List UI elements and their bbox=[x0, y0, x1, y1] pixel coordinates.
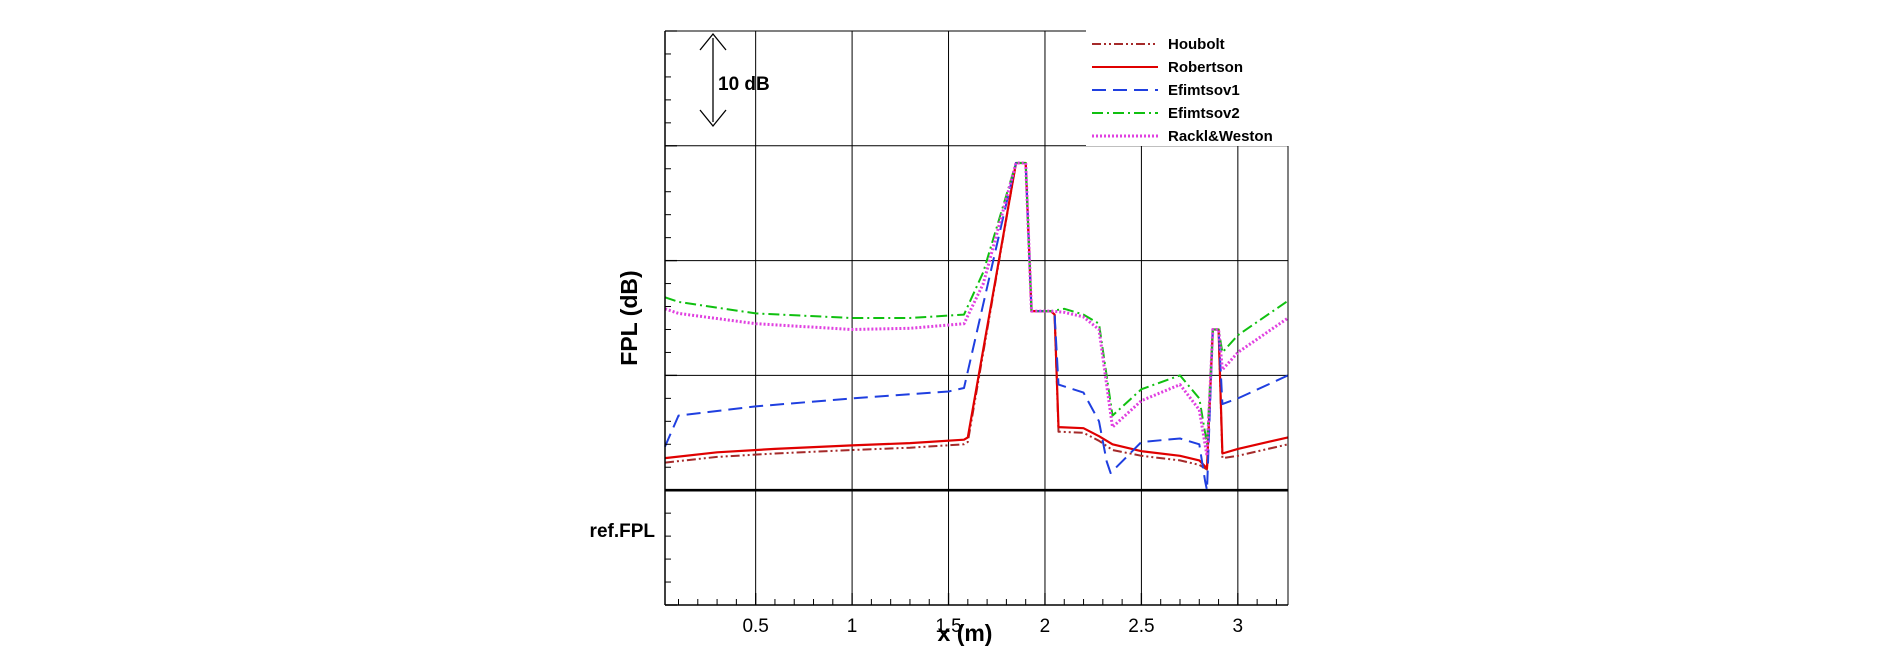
legend: Houbolt Robertson Efimtsov1 Efimtsov2 Rackl&… bbox=[1086, 26, 1346, 146]
x-tick-label: 3 bbox=[1233, 616, 1244, 637]
x-tick-label: 2 bbox=[1040, 616, 1051, 637]
legend-label: Efimtsov2 bbox=[1168, 105, 1240, 122]
scale-bar: 10 dB bbox=[699, 32, 770, 128]
series-line bbox=[664, 161, 1289, 458]
series-line bbox=[664, 162, 1289, 446]
reference-label: ref.FPL bbox=[590, 521, 656, 542]
x-tick-label: 1 bbox=[847, 616, 858, 637]
y-axis-title: FPL (dB) bbox=[616, 270, 642, 365]
series-line bbox=[664, 162, 1289, 492]
legend-label: Rackl&Weston bbox=[1168, 128, 1273, 145]
axis-ticks: 0.5 1 1.5 2 2.5 3 bbox=[665, 30, 1277, 637]
data-series bbox=[664, 161, 1289, 492]
legend-label: Efimtsov1 bbox=[1168, 82, 1240, 99]
x-axis-title: x (m) bbox=[938, 620, 993, 646]
scale-bar-label: 10 dB bbox=[718, 74, 770, 95]
x-tick-label: 2.5 bbox=[1128, 616, 1154, 637]
series-line bbox=[664, 162, 1289, 471]
legend-label: Robertson bbox=[1168, 59, 1243, 76]
legend-label: Houbolt bbox=[1168, 36, 1225, 53]
x-tick-label: 1.5 bbox=[935, 616, 961, 637]
x-tick-label: 0.5 bbox=[742, 616, 768, 637]
